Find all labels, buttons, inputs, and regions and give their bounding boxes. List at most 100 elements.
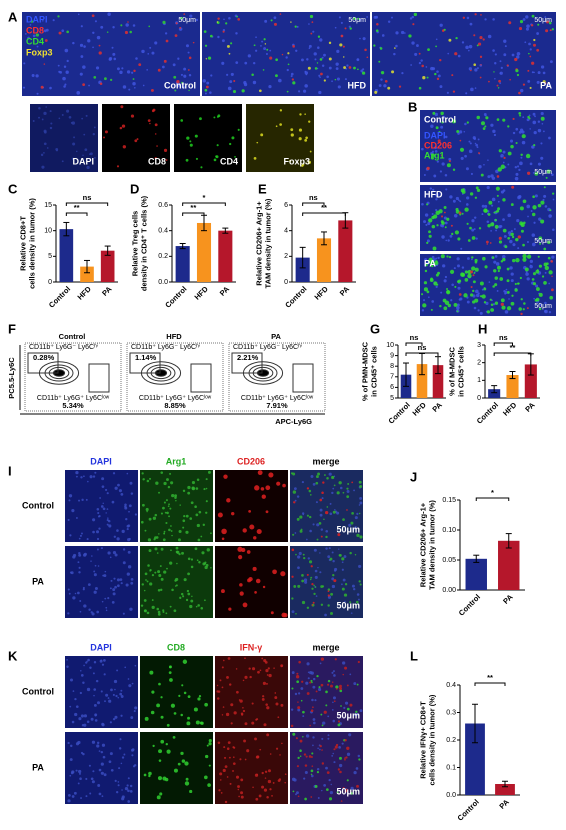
cell [93, 570, 96, 573]
cell [154, 547, 158, 551]
cell [503, 39, 507, 43]
cell [108, 57, 112, 61]
cell [475, 293, 480, 298]
cell [539, 303, 542, 306]
cell [74, 592, 77, 595]
cell [43, 130, 47, 134]
label: HFD [348, 80, 367, 90]
cell [532, 171, 535, 174]
cell [107, 697, 110, 699]
cell [498, 149, 502, 153]
cell [547, 256, 551, 260]
cell [522, 253, 527, 259]
cell [309, 493, 312, 496]
cell [110, 579, 113, 582]
cell [549, 295, 554, 300]
cell [426, 203, 429, 206]
label: 0.3 [446, 709, 456, 716]
cell [149, 477, 152, 480]
cell [187, 51, 190, 54]
cell [173, 712, 177, 715]
cell [470, 293, 474, 297]
cell [69, 758, 73, 762]
cell [204, 88, 208, 92]
label: 0.00 [442, 587, 456, 594]
cell [295, 613, 297, 615]
cell [259, 748, 262, 751]
cell [479, 311, 483, 315]
cell [156, 552, 159, 554]
label: CD206 [424, 140, 452, 150]
cell [221, 714, 224, 716]
cell [438, 130, 441, 134]
cell [431, 215, 435, 220]
cell [475, 237, 478, 240]
cell [304, 138, 308, 142]
error-bar [403, 362, 409, 387]
cell [474, 258, 478, 263]
label: Control [47, 284, 72, 309]
cell [169, 665, 172, 669]
micrograph [215, 470, 288, 542]
cell [440, 215, 444, 218]
cell [269, 788, 272, 791]
cell [432, 258, 436, 262]
label: D [130, 181, 139, 196]
cell [297, 795, 300, 798]
label: CD11b⁺ Ly6G⁺ Ly6Cˡᵒʷ [241, 395, 314, 402]
cell [235, 668, 238, 670]
cell [424, 269, 428, 273]
cell [540, 116, 545, 121]
cell [187, 69, 190, 71]
micrograph [202, 12, 370, 96]
cell [412, 23, 415, 26]
cell [61, 160, 64, 163]
cell [424, 258, 428, 262]
cell [36, 45, 39, 48]
cell [72, 41, 75, 45]
cell [168, 528, 171, 532]
cell [309, 14, 314, 19]
cell [418, 86, 422, 90]
cell [541, 122, 544, 125]
cell [497, 87, 500, 89]
cell [524, 267, 529, 272]
cell [226, 44, 230, 48]
cell [323, 79, 326, 82]
cell [187, 557, 191, 561]
cell [337, 768, 341, 771]
cell [197, 604, 200, 607]
cell [200, 535, 203, 538]
cell [552, 228, 555, 231]
cell [353, 714, 356, 717]
cell [353, 682, 357, 686]
cell [529, 86, 532, 89]
cell [325, 547, 328, 550]
cell [35, 74, 39, 78]
cell [527, 171, 531, 175]
cell [455, 36, 458, 40]
cell [126, 70, 131, 74]
cell [344, 27, 347, 30]
cell [357, 660, 360, 664]
label: HFD [501, 400, 519, 418]
cell [468, 67, 473, 71]
cell [448, 160, 451, 163]
cell [319, 748, 321, 751]
cell [46, 147, 49, 149]
cell [520, 88, 524, 93]
cell [224, 765, 228, 768]
cell [183, 74, 187, 78]
cell [537, 255, 540, 258]
cell [544, 310, 547, 313]
cell [540, 65, 545, 69]
label: DAPI [26, 14, 48, 24]
cell [327, 683, 330, 686]
cell [133, 710, 136, 713]
cell [444, 275, 448, 279]
cell [489, 242, 492, 244]
cell [495, 262, 500, 266]
cell [544, 205, 548, 208]
cell [261, 494, 266, 499]
cell [95, 679, 99, 683]
